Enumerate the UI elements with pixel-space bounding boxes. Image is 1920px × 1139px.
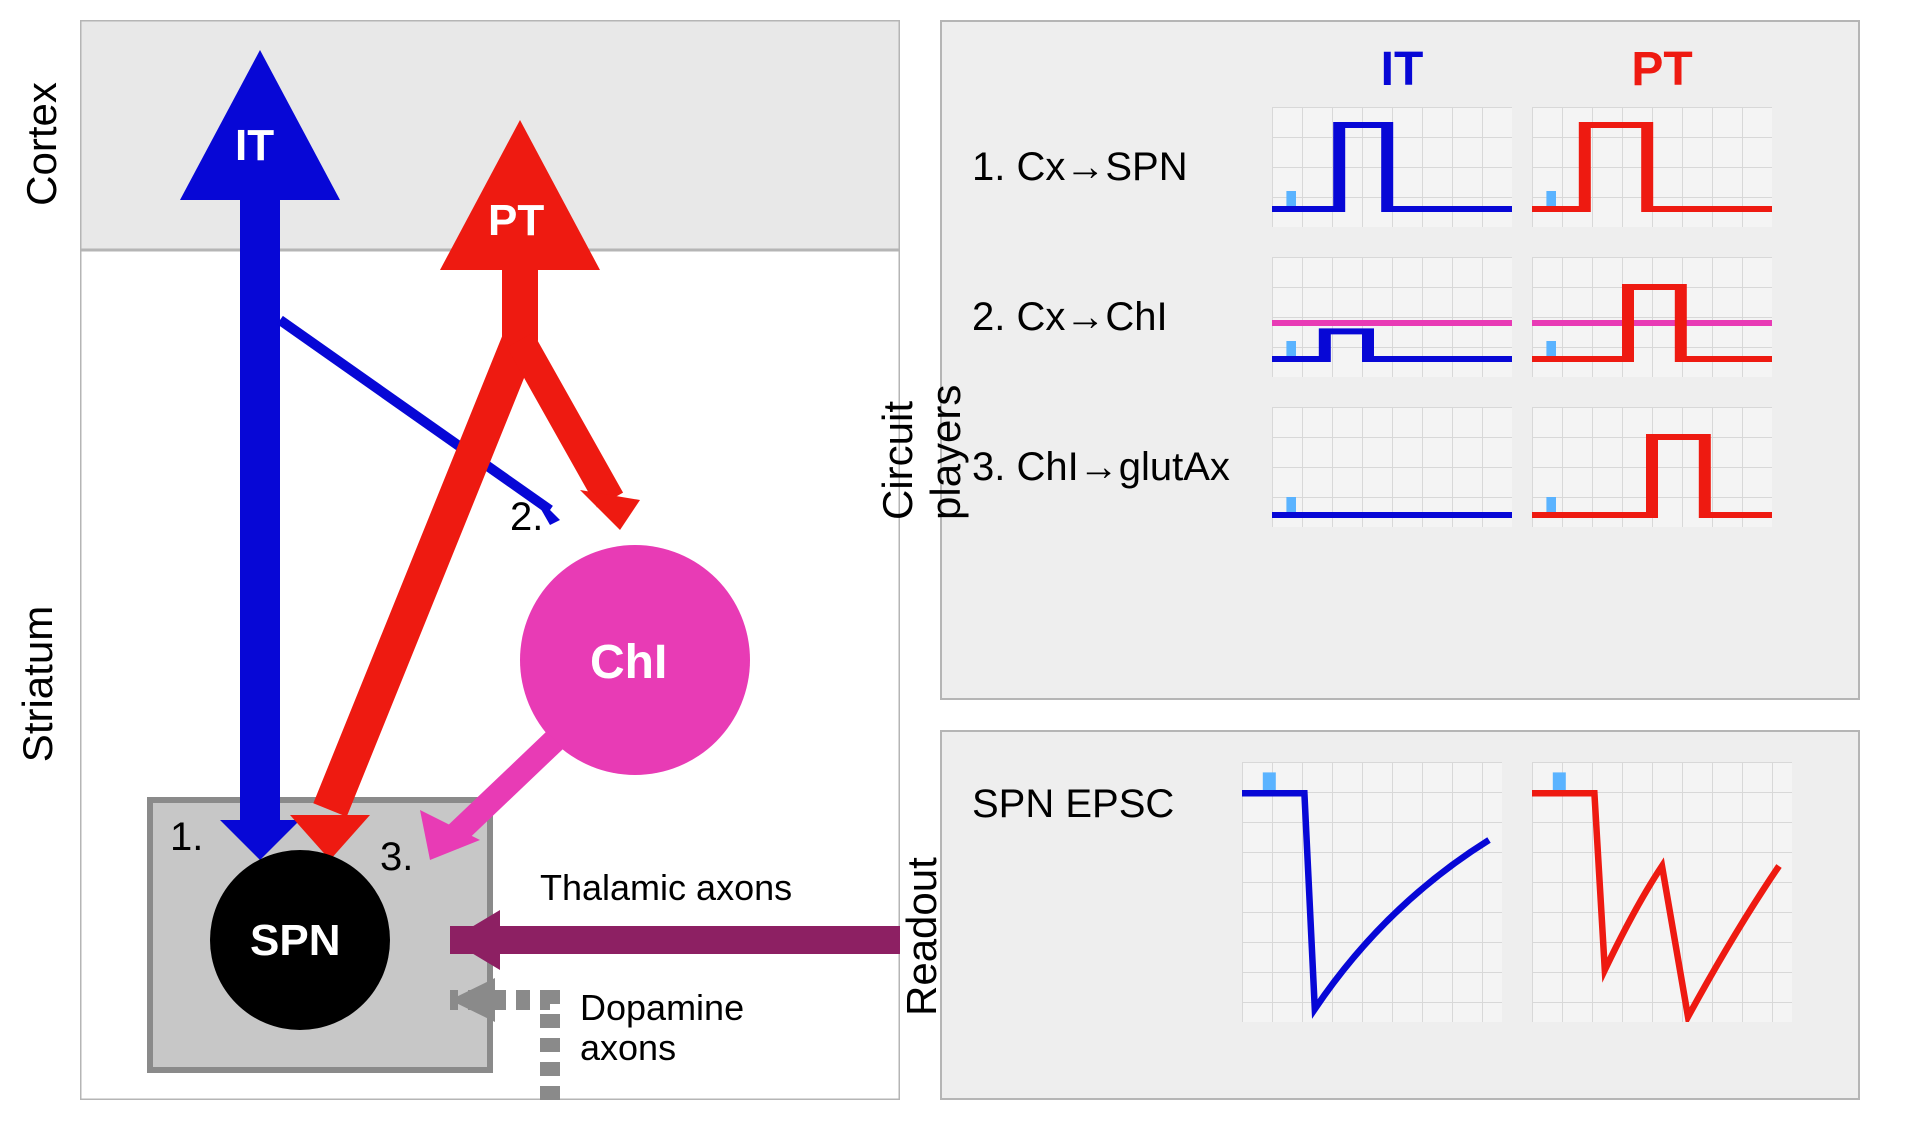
row3-label: 3. ChI→glutAx	[972, 445, 1272, 490]
it-axon-main	[240, 200, 280, 820]
header-pt: PT	[1532, 42, 1792, 97]
r2-it-chart	[1272, 257, 1512, 377]
trace	[1272, 331, 1512, 359]
circuit-players-panel: Circuit players IT PT 1. Cx→SPN	[940, 20, 1860, 700]
marker-1: 1.	[170, 815, 203, 859]
marker-3: 3.	[380, 835, 413, 879]
row2-label: 2. Cx→ChI	[972, 295, 1272, 340]
right-panel: Circuit players IT PT 1. Cx→SPN	[940, 20, 1860, 1119]
row1-label: 1. Cx→SPN	[972, 145, 1272, 190]
chi-label: ChI	[590, 636, 667, 689]
marker-2: 2.	[510, 495, 543, 539]
circuit-diagram: Cortex Striatum Thalamic axons Dopamine …	[20, 20, 900, 1100]
epsc-trace	[1242, 793, 1489, 1009]
header-row: IT PT	[1272, 42, 1828, 97]
pt-label: PT	[488, 196, 544, 245]
trace	[1532, 437, 1772, 515]
trace	[1532, 125, 1772, 209]
epsc-pt-chart	[1532, 762, 1792, 1022]
thalamic-label: Thalamic axons	[540, 867, 792, 908]
r1-pt-chart	[1532, 107, 1772, 227]
readout-row: SPN EPSC	[972, 762, 1828, 1022]
it-label: IT	[235, 121, 274, 170]
circuit-players-title: Circuit players	[874, 260, 970, 520]
spn-label: SPN	[250, 916, 340, 965]
dopamine-label-2: axons	[580, 1027, 676, 1068]
r3-it-chart	[1272, 407, 1512, 527]
epsc-trace	[1532, 793, 1779, 1017]
row-2: 2. Cx→ChI	[972, 257, 1828, 377]
readout-title: Readout	[898, 816, 946, 1016]
r2-pt-chart	[1532, 257, 1772, 377]
trace	[1272, 125, 1512, 209]
striatum-label: Striatum	[14, 606, 62, 762]
row-3: 3. ChI→glutAx	[972, 407, 1828, 527]
dopamine-label-1: Dopamine	[580, 987, 744, 1028]
header-it: IT	[1272, 42, 1532, 97]
r1-it-chart	[1272, 107, 1512, 227]
epsc-it-chart	[1242, 762, 1502, 1022]
row-1: 1. Cx→SPN	[972, 107, 1828, 227]
cortex-label: Cortex	[18, 82, 66, 206]
readout-label: SPN EPSC	[972, 762, 1242, 827]
readout-panel: Readout SPN EPSC	[940, 730, 1860, 1100]
circuit-svg: Thalamic axons Dopamine axons IT PT ChI …	[80, 20, 900, 1100]
r3-pt-chart	[1532, 407, 1772, 527]
